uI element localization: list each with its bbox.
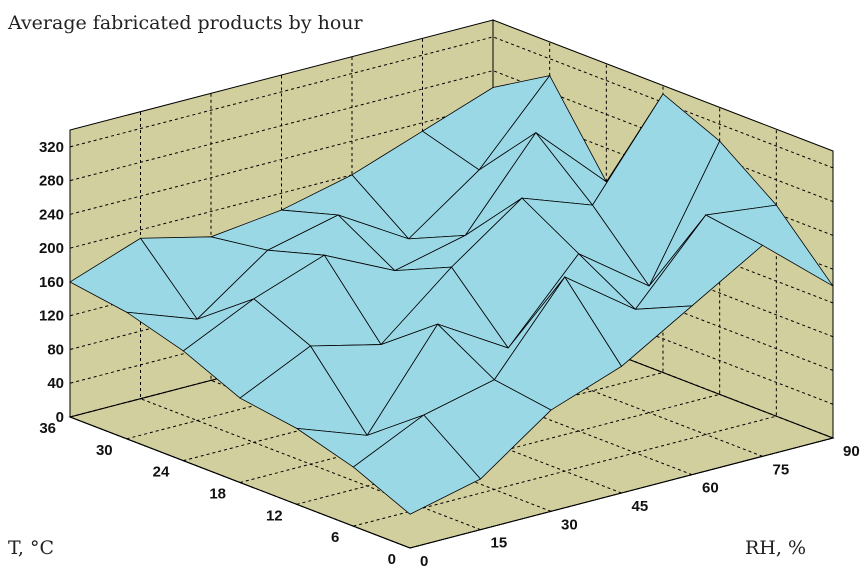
y-tick-label: 15 [491,535,508,552]
x-tick-label: 30 [96,442,113,459]
gridline-rh [351,56,693,476]
z-tick-label: 160 [39,274,64,291]
z-tick-label: 280 [39,173,64,190]
x-tick-label: 18 [209,486,226,503]
z-tick-label: 120 [39,308,64,325]
t-axis-line [69,416,411,549]
y-tick-label: 0 [420,553,428,570]
y-tick-label: 75 [773,461,790,478]
x-tick-label: 36 [39,420,56,437]
z-tick-label: 200 [39,240,64,257]
x-tick-label: 6 [331,529,339,546]
x-axis-label: T, °C [8,537,54,559]
y-tick-label: 60 [702,480,719,497]
data-surface [69,74,834,515]
tick-labels: 0612182430360153045607590040801201602002… [39,130,860,570]
z-tick-label: 320 [39,139,64,156]
chart-title: Average fabricated products by hour [8,12,363,34]
x-tick-label: 12 [266,507,283,524]
gridline-rh [140,111,481,531]
gridline-z [69,306,834,439]
y-tick-label: 45 [632,498,649,515]
gridline-rh [422,38,763,457]
z-tick-label: 240 [39,206,64,223]
y-tick-label: 90 [843,443,860,460]
y-tick-label: 30 [561,516,578,533]
z-tick-label: 0 [56,409,64,426]
z-tick-label: 40 [47,375,64,392]
z-tick-label: 80 [47,341,64,358]
surface-patch [352,414,482,515]
y-axis-label: RH, % [744,537,806,559]
x-tick-label: 24 [153,464,170,481]
gridline-z [69,36,834,169]
x-tick-label: 0 [388,551,396,568]
rh-axis-line [409,437,834,549]
